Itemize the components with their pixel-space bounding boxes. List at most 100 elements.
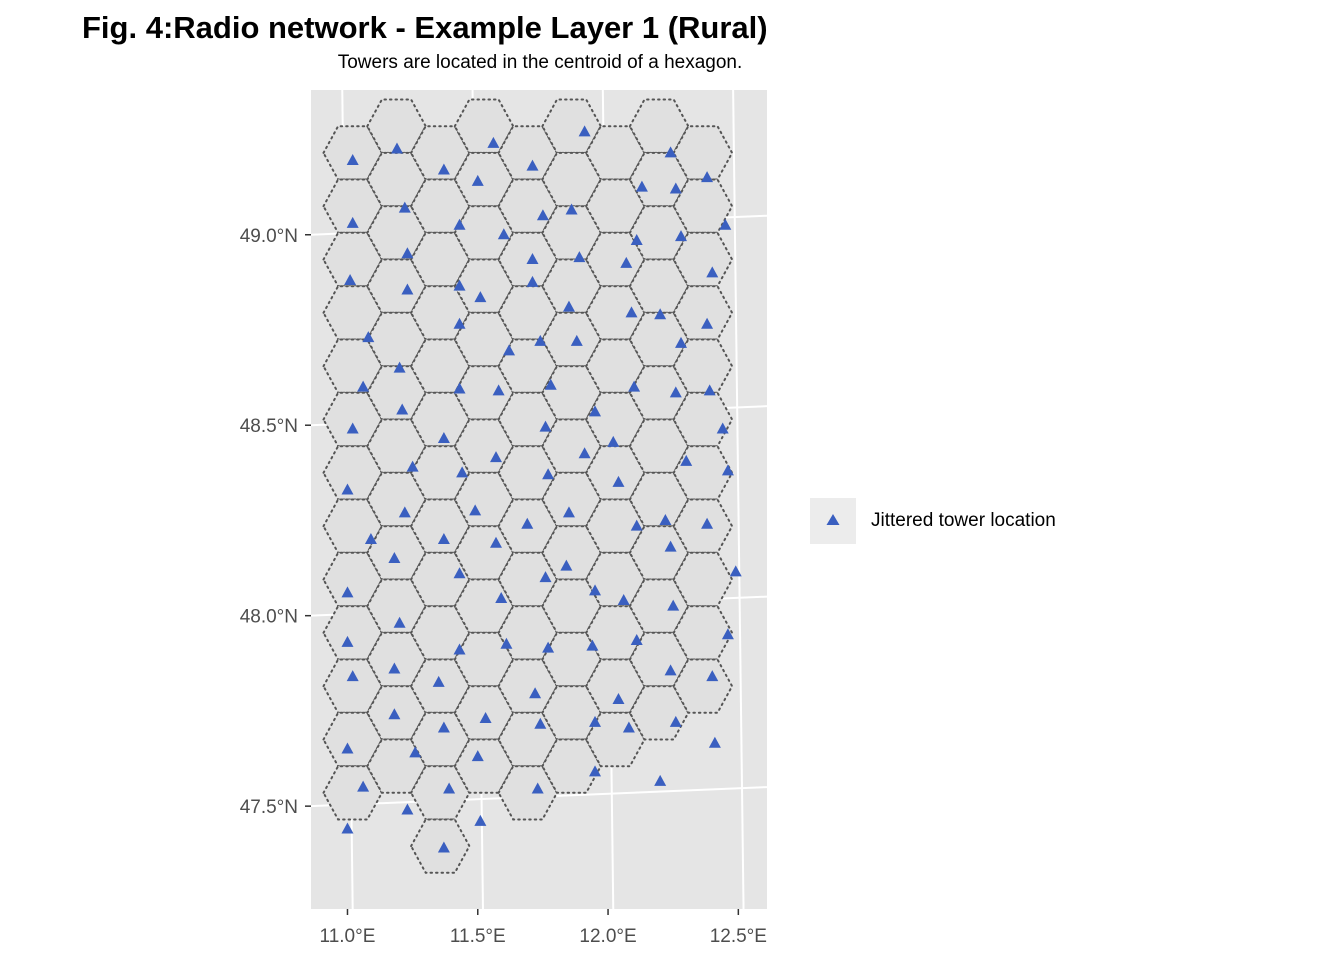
tower-marker-103 (664, 540, 677, 552)
triangle-marker-icon (826, 514, 840, 525)
tower-marker-88 (607, 435, 620, 447)
tower-marker-118 (706, 670, 719, 682)
x-tick-label-3: 12.5°E (710, 926, 767, 947)
tower-marker-41 (437, 841, 450, 853)
tower-marker-53 (479, 712, 492, 724)
axes: 47.5°N 48.0°N 48.5°N 49.0°N 11.0°E 11.5°E 12.0… (240, 226, 767, 947)
tower-marker-4 (357, 380, 370, 392)
tower-marker-36 (453, 567, 466, 579)
tower-marker-29 (453, 218, 466, 230)
tower-marker-42 (487, 136, 500, 148)
x-tick-label-1: 11.5°E (450, 926, 506, 947)
tower-marker-48 (490, 451, 503, 463)
tower-marker-112 (703, 384, 716, 396)
tower-marker-75 (589, 405, 602, 417)
tower-marker-38 (432, 675, 445, 687)
chart-subtitle: Towers are located in the centroid of a … (337, 52, 743, 73)
tower-marker-64 (521, 517, 534, 529)
tower-marker-61 (544, 378, 557, 390)
tower-marker-20 (406, 460, 419, 472)
tower-marker-92 (630, 633, 643, 645)
x-tick-label-0: 11.0°E (320, 926, 376, 947)
tower-marker-23 (393, 616, 406, 628)
tower-marker-116 (729, 565, 742, 577)
legend-key (810, 498, 856, 544)
tower-marker-119 (708, 736, 721, 748)
tower-marker-82 (589, 765, 602, 777)
tower-marker-77 (562, 506, 575, 518)
tower-marker-113 (716, 422, 729, 434)
y-tick-label-2: 48.5°N (240, 416, 298, 437)
tower-marker-52 (500, 637, 513, 649)
tower-marker-35 (437, 532, 450, 544)
tower-marker-97 (675, 230, 688, 242)
tower-marker-109 (719, 218, 732, 230)
tower-marker-49 (469, 504, 482, 516)
tower-marker-106 (669, 715, 682, 727)
tower-marker-117 (721, 628, 734, 640)
tower-marker-91 (617, 593, 630, 605)
tower-marker-7 (364, 532, 377, 544)
tower-marker-1 (346, 216, 359, 228)
legend: Jittered tower location (810, 498, 1056, 544)
tower-marker-45 (474, 291, 487, 303)
tower-marker-22 (388, 552, 401, 564)
tower-marker-80 (586, 639, 599, 651)
tower-marker-50 (490, 536, 503, 548)
tower-marker-108 (701, 171, 714, 183)
tower-marker-107 (654, 774, 667, 786)
tower-marker-73 (562, 300, 575, 312)
tower-marker-96 (669, 182, 682, 194)
tower-marker-6 (341, 483, 354, 495)
tower-marker-30 (453, 279, 466, 291)
tower-marker-72 (573, 251, 586, 263)
tower-marker-78 (560, 559, 573, 571)
tower-marker-9 (341, 635, 354, 647)
tower-marker-60 (534, 334, 547, 346)
tower-marker-93 (612, 692, 625, 704)
tower-marker-28 (437, 163, 450, 175)
tower-marker-81 (589, 715, 602, 727)
chart-title: Fig. 4:Radio network - Example Layer 1 (… (82, 10, 768, 45)
tower-marker-15 (398, 201, 411, 213)
tower-marker-56 (526, 159, 539, 171)
tower-marker-105 (664, 664, 677, 676)
tower-marker-55 (474, 814, 487, 826)
tower-marker-104 (667, 599, 680, 611)
tower-marker-71 (565, 203, 578, 215)
meridian-3 (732, 89, 745, 910)
tower-marker-98 (654, 308, 667, 320)
tower-marker-84 (630, 233, 643, 245)
tower-marker-110 (706, 266, 719, 278)
tower-marker-74 (570, 334, 583, 346)
x-tick-label-2: 12.0°E (579, 926, 636, 947)
hexagon-cell-39 (409, 818, 471, 874)
tower-marker-69 (531, 782, 544, 794)
tower-marker-68 (534, 717, 547, 729)
tower-marker-11 (341, 742, 354, 754)
tower-marker-32 (453, 382, 466, 394)
tower-marker-87 (628, 380, 641, 392)
tower-marker-31 (453, 317, 466, 329)
tower-marker-16 (401, 247, 414, 259)
tower-marker-85 (620, 256, 633, 268)
tower-marker-90 (630, 519, 643, 531)
tower-marker-46 (503, 344, 516, 356)
tower-marker-70 (578, 125, 591, 137)
tower-marker-27 (401, 803, 414, 815)
tower-marker-47 (492, 384, 505, 396)
tower-marker-24 (388, 662, 401, 674)
tower-marker-17 (401, 283, 414, 295)
tower-marker-51 (495, 592, 508, 604)
tower-marker-5 (346, 422, 359, 434)
tower-marker-54 (471, 750, 484, 762)
tower-marker-13 (341, 822, 354, 834)
tower-marker-58 (526, 253, 539, 265)
tower-marker-115 (701, 517, 714, 529)
tower-marker-18 (393, 361, 406, 373)
tower-marker-39 (437, 721, 450, 733)
tower-points (341, 125, 742, 853)
tower-marker-21 (398, 506, 411, 518)
tower-marker-8 (341, 586, 354, 598)
